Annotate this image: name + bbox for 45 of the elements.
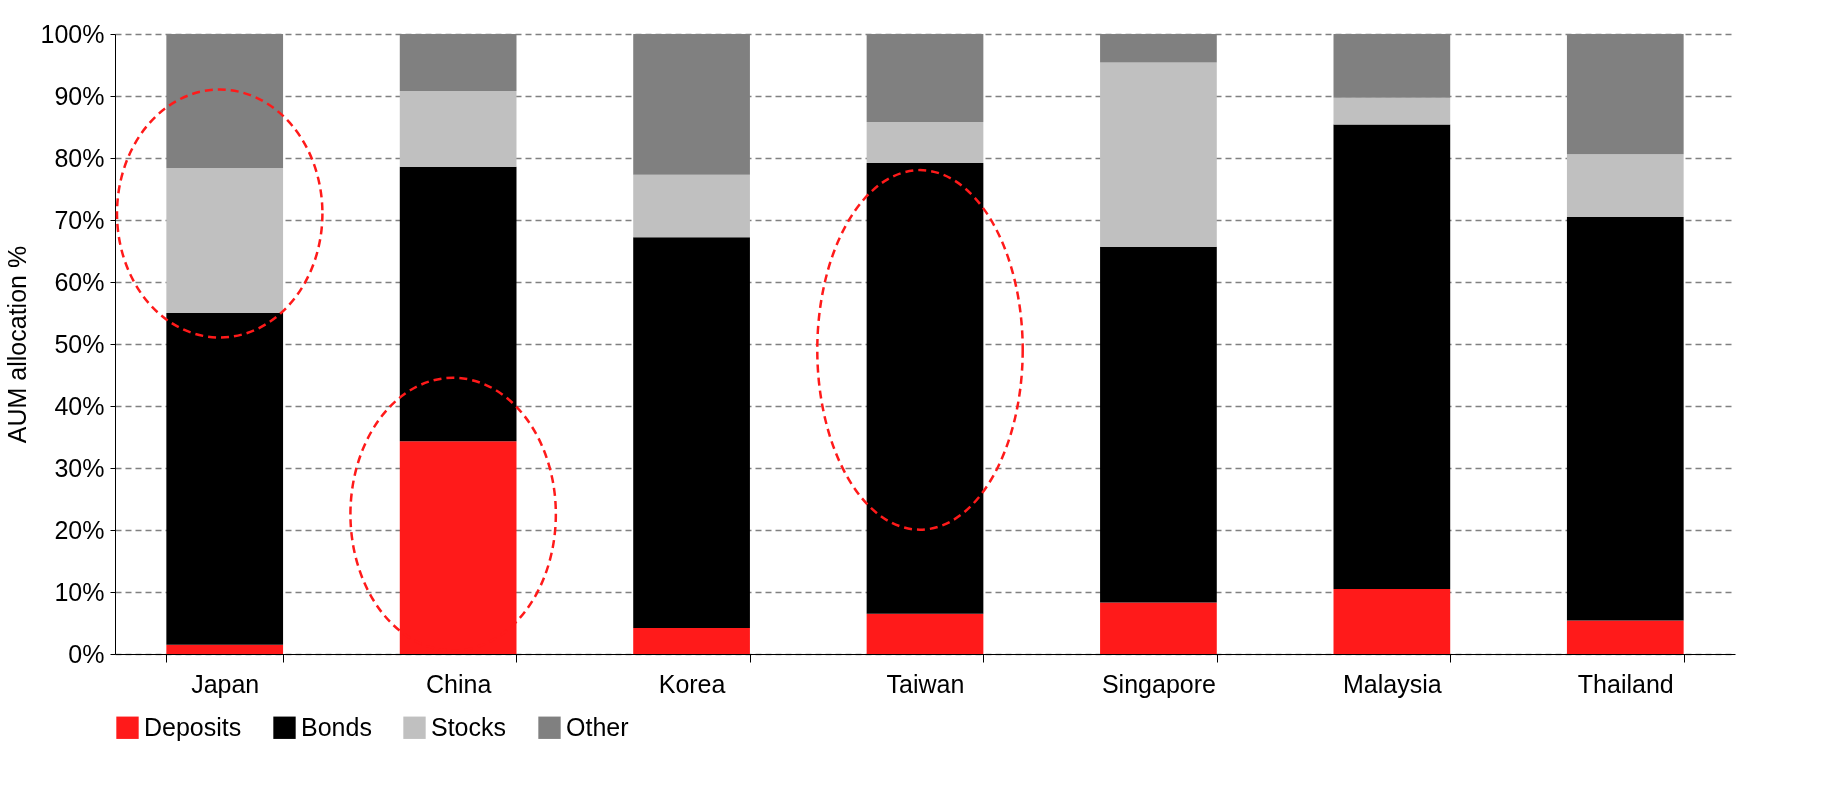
y-tick-label: 90% <box>54 81 105 110</box>
x-tick-label: Thailand <box>1577 669 1674 698</box>
y-tick-label: 20% <box>54 515 105 544</box>
x-tick-label: China <box>425 669 492 698</box>
bar <box>166 167 284 313</box>
y-tick-label: 50% <box>54 329 105 358</box>
bar <box>1100 62 1217 247</box>
bar <box>1333 588 1451 654</box>
bar <box>866 162 984 614</box>
bar <box>399 166 517 442</box>
legend-label: Stocks <box>431 712 507 741</box>
y-tick-label: 70% <box>54 205 105 234</box>
bar <box>1333 124 1451 589</box>
y-axis-title: AUM allocation % <box>2 245 31 444</box>
y-tick-label: 40% <box>54 391 105 420</box>
x-tick-label: Singapore <box>1101 669 1216 698</box>
bar <box>633 174 750 238</box>
bar <box>166 644 284 654</box>
y-tick-label: 60% <box>54 267 105 296</box>
y-tick-label: 10% <box>54 577 105 606</box>
y-tick-label: 100% <box>40 19 105 48</box>
y-tick-label: 0% <box>68 639 105 668</box>
bar <box>1100 246 1217 603</box>
bar <box>1566 154 1684 217</box>
bar <box>866 122 984 163</box>
bar <box>1566 620 1684 654</box>
y-tick-label: 80% <box>54 143 105 172</box>
bar <box>399 91 517 167</box>
x-tick-label: Korea <box>658 669 726 698</box>
bar <box>1333 97 1451 125</box>
x-tick-label: Japan <box>191 669 260 698</box>
x-tick-label: Taiwan <box>886 669 965 698</box>
y-tick-label: 30% <box>54 453 105 482</box>
legend-label: Deposits <box>144 712 242 741</box>
bar <box>166 34 284 168</box>
bar <box>166 313 284 645</box>
bar <box>1566 216 1684 621</box>
bar <box>633 237 750 628</box>
bar <box>633 627 750 654</box>
x-tick-label: Malaysia <box>1343 669 1442 698</box>
bar <box>399 441 517 654</box>
legend-label: Bonds <box>301 712 372 741</box>
legend-label: Other <box>566 712 629 741</box>
bar <box>866 613 984 654</box>
bar <box>1100 602 1217 654</box>
